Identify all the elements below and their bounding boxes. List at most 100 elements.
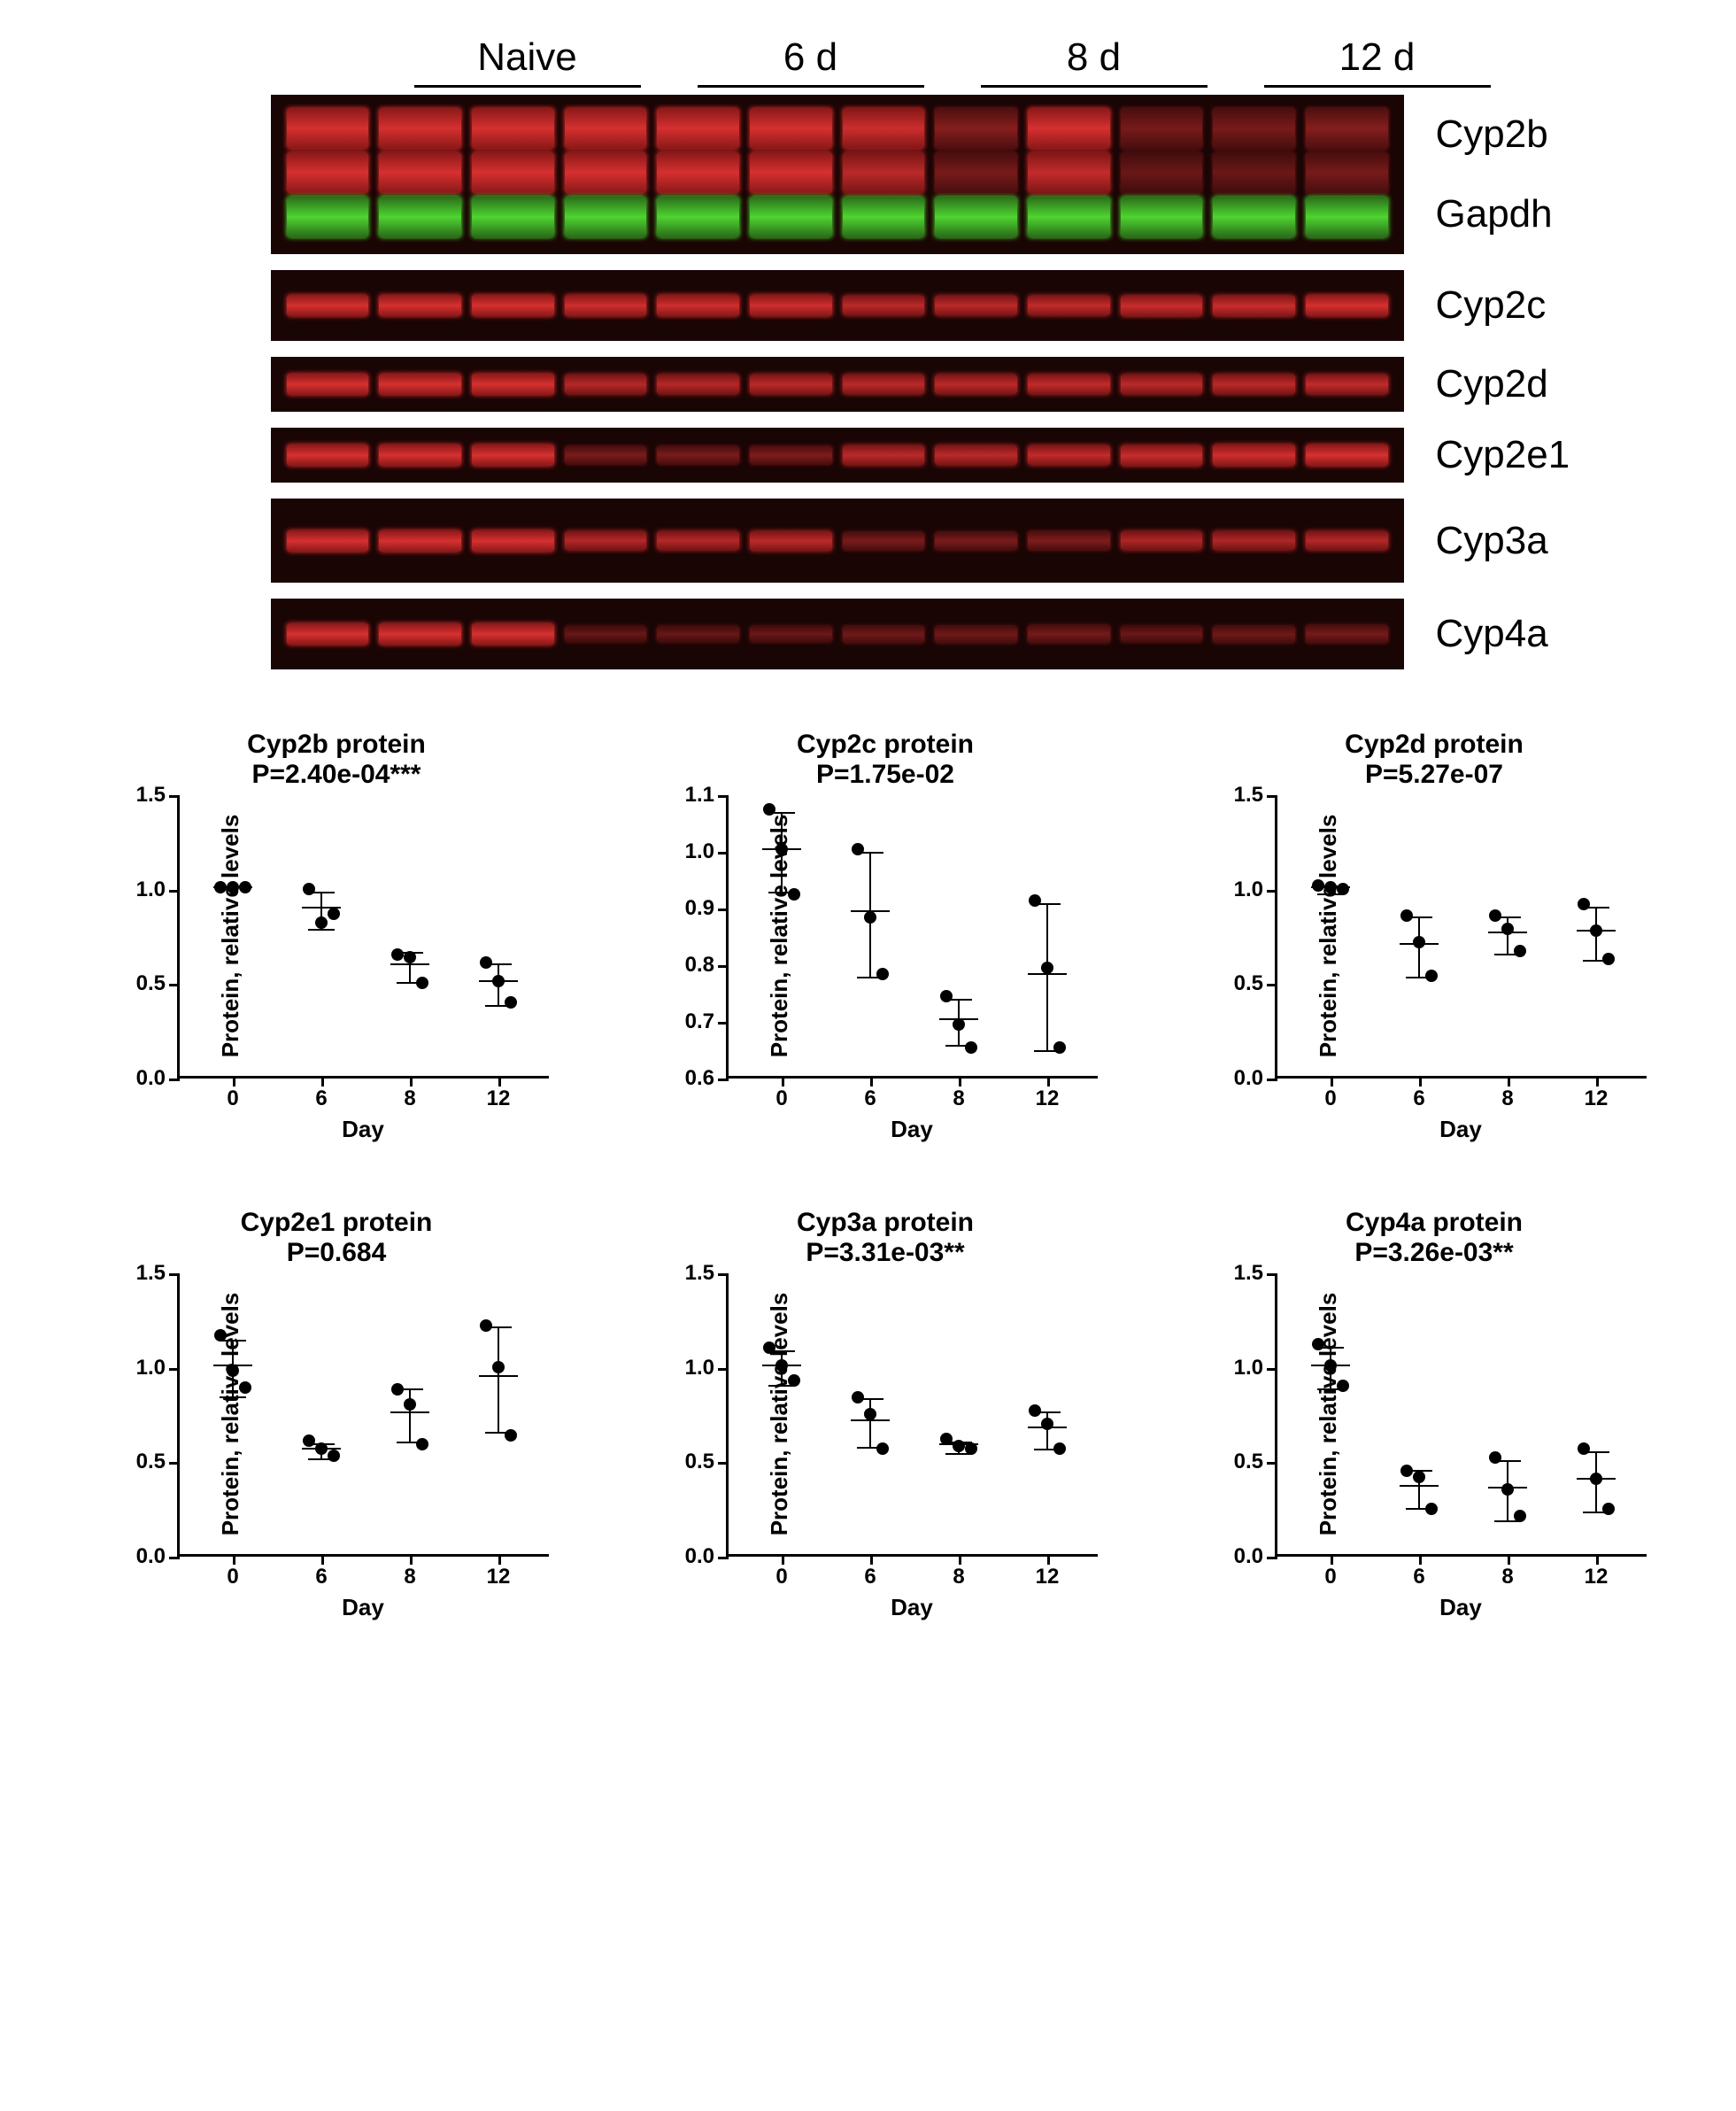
- data-point: [404, 1398, 416, 1411]
- data-point: [391, 948, 404, 961]
- x-tick: [410, 1554, 413, 1565]
- band-red: [1213, 626, 1295, 643]
- y-tick-label: 0.5: [130, 1450, 166, 1474]
- blot-row: Cyp2c: [103, 270, 1634, 341]
- data-point: [1501, 923, 1514, 935]
- y-tick-label: 0.0: [130, 1544, 166, 1569]
- x-tick-label: 8: [1501, 1565, 1513, 1589]
- y-tick-label: 1.0: [679, 839, 714, 864]
- data-point: [315, 1442, 328, 1455]
- band-red: [750, 152, 832, 193]
- y-axis-label: Protein, relative levels: [217, 814, 244, 1057]
- blot-row-label: Cyp2c: [1436, 283, 1547, 328]
- data-point: [214, 1329, 227, 1342]
- chart-title: Cyp4a protein: [1186, 1208, 1682, 1238]
- band-red: [472, 295, 554, 316]
- x-tick: [233, 1554, 235, 1565]
- blot-row-label: Gapdh: [1436, 192, 1553, 236]
- x-tick: [1331, 1554, 1333, 1565]
- y-tick-label: 0.7: [679, 1009, 714, 1034]
- data-point: [1413, 1471, 1425, 1483]
- scatter-chart: Cyp4a proteinP=3.26e-03**0.00.51.01.5Pro…: [1186, 1208, 1682, 1633]
- band-red: [287, 108, 369, 149]
- band-red: [657, 531, 739, 551]
- band-red: [750, 375, 832, 394]
- x-tick: [1419, 1554, 1422, 1565]
- y-tick: [1267, 1462, 1277, 1465]
- chart-title: Cyp3a protein: [637, 1208, 1133, 1238]
- blot-group-label: 8 d: [953, 35, 1236, 88]
- x-tick: [1047, 1554, 1050, 1565]
- y-tick-label: 1.5: [130, 1261, 166, 1286]
- data-point: [940, 1433, 953, 1445]
- data-point: [505, 1429, 517, 1442]
- y-tick-label: 0.9: [679, 896, 714, 921]
- x-tick: [870, 1076, 873, 1086]
- blot-row-label: Cyp2e1: [1436, 433, 1570, 477]
- x-tick: [410, 1076, 413, 1086]
- data-point: [227, 1365, 239, 1377]
- blot-image: [271, 95, 1404, 254]
- plot-area: 0.60.70.80.91.01.1Protein, relative leve…: [726, 795, 1098, 1079]
- band-green: [472, 197, 554, 237]
- data-point: [1041, 962, 1053, 974]
- y-tick-label: 1.0: [130, 1356, 166, 1380]
- band-red: [287, 374, 369, 395]
- band-red: [935, 296, 1017, 315]
- charts-grid: Cyp2b proteinP=2.40e-04***0.00.51.01.5Pr…: [53, 730, 1683, 1633]
- scatter-chart: Cyp3a proteinP=3.31e-03**0.00.51.01.5Pro…: [637, 1208, 1133, 1633]
- band-red: [1028, 296, 1110, 316]
- mean-line: [479, 1375, 518, 1377]
- band-red: [1121, 108, 1203, 149]
- data-point: [1413, 936, 1425, 948]
- data-point: [864, 911, 876, 924]
- error-cap: [220, 1396, 246, 1398]
- x-tick: [1419, 1076, 1422, 1086]
- data-point: [492, 975, 505, 987]
- y-tick-label: 0.0: [130, 1066, 166, 1091]
- band-green: [843, 197, 925, 237]
- band-red: [379, 152, 461, 193]
- band-red: [935, 445, 1017, 465]
- data-point: [864, 1408, 876, 1420]
- band-red: [565, 446, 647, 464]
- band-red: [750, 626, 832, 643]
- blot-row: Cyp2d: [103, 357, 1634, 412]
- chart-title: Cyp2b protein: [89, 730, 584, 760]
- data-point: [1312, 879, 1324, 892]
- band-green: [657, 197, 739, 237]
- error-cap: [308, 929, 335, 931]
- y-tick: [1267, 1368, 1277, 1371]
- y-tick: [169, 1368, 180, 1371]
- x-axis-label: Day: [1275, 1116, 1647, 1143]
- band-red: [657, 446, 739, 464]
- x-tick-label: 12: [1585, 1086, 1609, 1111]
- data-point: [480, 956, 492, 969]
- x-tick: [498, 1076, 501, 1086]
- y-tick: [169, 1557, 180, 1559]
- band-red: [1121, 296, 1203, 316]
- x-tick-label: 8: [404, 1086, 415, 1111]
- x-tick-label: 12: [487, 1565, 511, 1589]
- y-tick-label: 0.8: [679, 953, 714, 978]
- data-point: [775, 843, 788, 855]
- band-red: [472, 530, 554, 552]
- blot-label-column: Cyp3a: [1404, 499, 1634, 583]
- data-point: [940, 990, 953, 1002]
- band-green: [287, 197, 369, 237]
- x-tick-label: 6: [864, 1086, 876, 1111]
- blot-label-column: Cyp2e1: [1404, 428, 1634, 483]
- band-red: [843, 296, 925, 315]
- chart-title: Cyp2c protein: [637, 730, 1133, 760]
- y-tick-label: 1.0: [130, 878, 166, 902]
- data-point: [1324, 1359, 1337, 1372]
- data-point: [1578, 898, 1590, 910]
- data-point: [775, 1359, 788, 1372]
- mean-line: [1400, 1485, 1439, 1487]
- x-axis-label: Day: [726, 1116, 1098, 1143]
- y-axis-label: Protein, relative levels: [1315, 814, 1342, 1057]
- band-red: [1306, 531, 1388, 551]
- blot-row-label: Cyp4a: [1436, 612, 1548, 656]
- band-red: [1213, 531, 1295, 550]
- x-tick-label: 0: [227, 1086, 238, 1111]
